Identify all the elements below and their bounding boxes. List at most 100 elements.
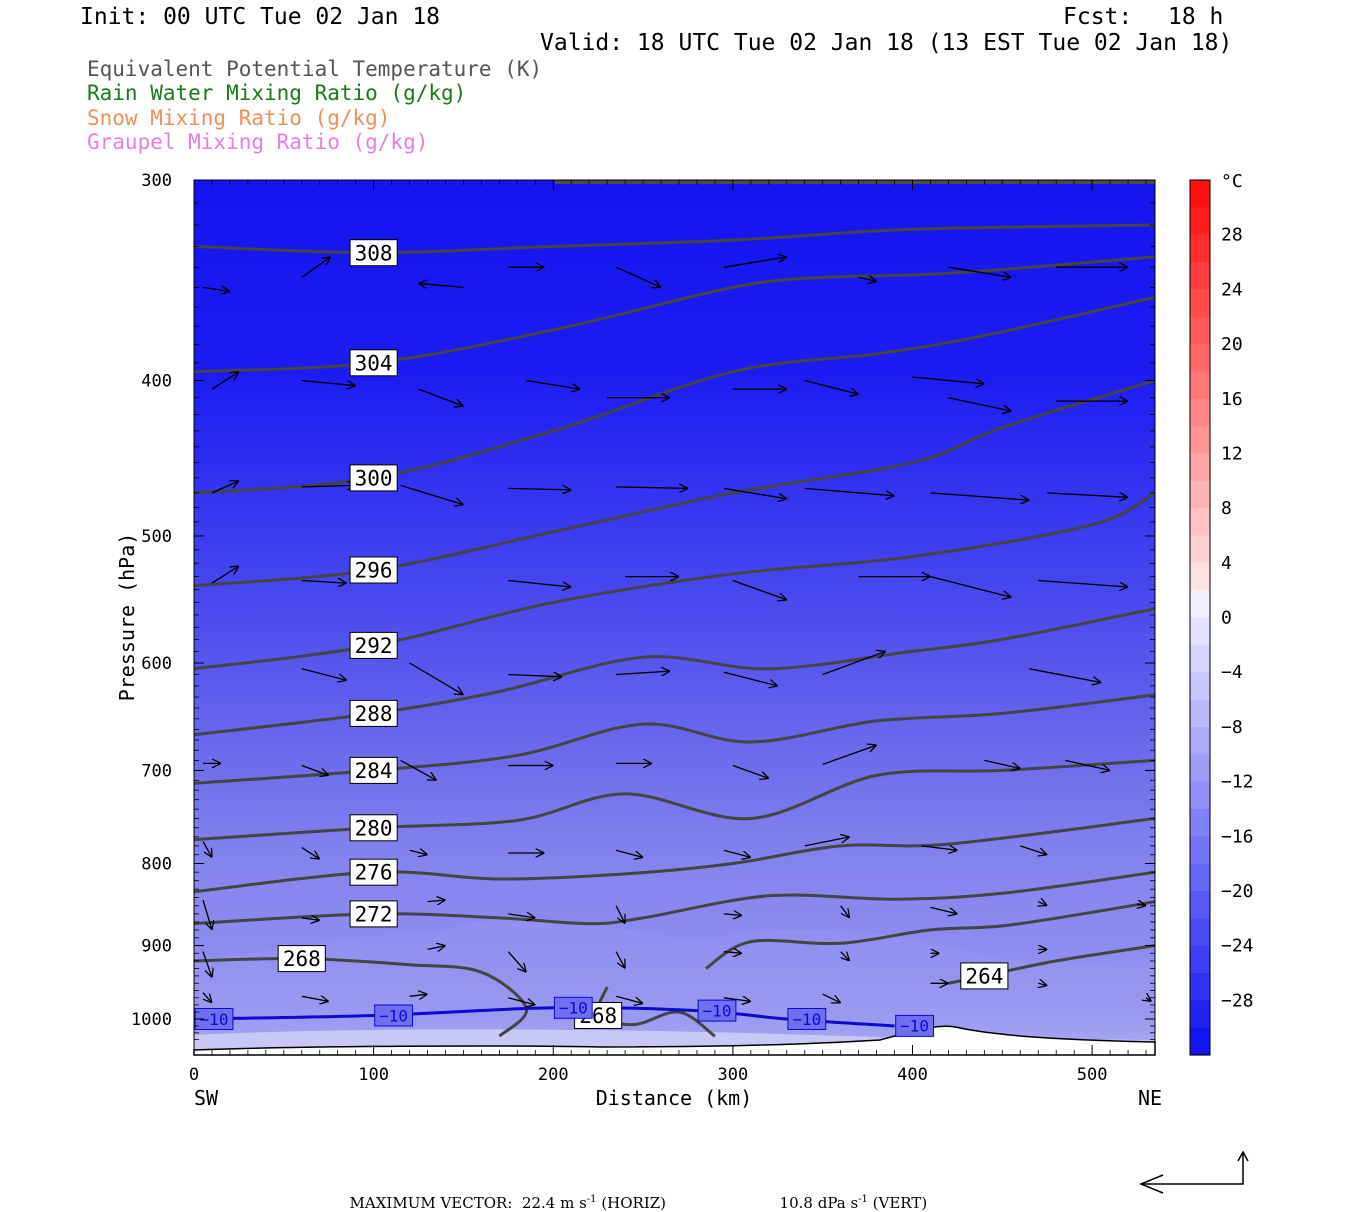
colorbar-segment [1190,644,1210,673]
wind-vector-73 [427,946,446,950]
wind-vector-21 [400,484,464,504]
wind-vector-19 [211,481,239,494]
colorbar-segment [1190,863,1210,892]
colorbar-segment [1190,234,1210,263]
wind-vector-4 [615,266,661,287]
wind-vector-0 [202,287,230,291]
colorbar-label: 24 [1221,279,1243,300]
x-tick-label-200: 200 [538,1065,569,1085]
wind-vector-77 [841,951,850,961]
wind-vector-34 [930,575,1012,598]
wind-vector-52 [202,841,212,857]
wind-vector-29 [301,581,347,584]
wind-vector-2 [419,283,464,287]
contour-label-text: 308 [355,241,393,265]
contour-label-text: −10 [900,1017,929,1036]
footer-max-vector: MAXIMUM VECTOR: 22.4 m s-1 (HORIZ) [340,1176,667,1212]
colorbar-segment [1190,1000,1210,1029]
contour-label-288: 288 [349,699,398,727]
wind-vector-64 [508,914,535,918]
colorbar-segment [1190,453,1210,482]
contour-label-box [349,858,398,886]
contour-label-292: 292 [349,631,398,659]
colorbar-label: 16 [1221,389,1243,410]
wind-vector-17 [948,397,1011,411]
wind-vector-65 [615,905,625,924]
contour-label-268: 268 [277,945,326,973]
colorbar-segment [1190,180,1210,208]
contour-label-text: 280 [355,816,393,840]
colorbar-segment [1190,890,1210,919]
colorbar-segment [1190,262,1210,290]
x-tick-label-500: 500 [1077,1065,1108,1085]
contour-label-296: 296 [349,556,398,584]
contour-label-308: 308 [349,239,398,267]
contour-label-box [697,999,737,1022]
footer-vertical: 10.8 dPa s-1 (VERT) [770,1176,928,1212]
x-tick-label-100: 100 [358,1065,389,1085]
colorbar-segment [1190,672,1210,701]
wind-vector-41 [822,651,886,676]
wind-vector-86 [822,993,841,1003]
contour-label-text: 276 [355,861,393,885]
colorbar-label: −16 [1221,826,1254,847]
colorbar-segment [1190,535,1210,564]
colorbar-label: −20 [1221,881,1254,902]
wind-vector-39 [616,671,670,674]
temp-label-minus10-3: −10 [697,999,737,1022]
contour-label-box [349,464,398,492]
wind-vector-62 [301,918,320,921]
colorbar-label: 12 [1221,443,1243,464]
wind-vector-58 [804,837,850,847]
vert-suffix: (VERT) [867,1194,928,1212]
wind-vector-49 [822,745,877,766]
vert-vector: 10.8 dPa s [779,1194,859,1212]
wind-vector-70 [1137,904,1146,906]
wind-vector-56 [615,849,643,857]
temp-label-minus10-2: −10 [553,996,593,1019]
contour-label-text: 288 [355,702,393,726]
wind-vector-30 [508,579,571,588]
colorbar-segment [1190,918,1210,947]
contour-label-box [895,1014,935,1037]
colorbar-label: −12 [1221,772,1254,793]
wind-vector-50 [984,759,1020,768]
contour-label-box [349,756,398,784]
colorbar-segment [1190,316,1210,345]
wind-vector-11 [418,388,464,406]
wind-vector-83 [508,997,535,1005]
contour-label-272: 272 [349,900,398,928]
colorbar-label: −28 [1221,990,1254,1011]
colorbar-segment [1190,371,1210,400]
colorbar-label: −4 [1221,662,1243,683]
contour-label-300: 300 [349,464,398,492]
colorbar-segment [1190,426,1210,455]
colorbar-label: 28 [1221,225,1243,246]
contour-label-box [349,814,398,842]
y-tick-label-900: 900 [141,937,172,957]
contour-label-264: 264 [960,962,1009,990]
init-time: Init: 00 UTC Tue 02 Jan 18 [80,4,441,30]
wind-vector-23 [616,487,688,489]
contour-label-text: −10 [559,999,588,1018]
colorbar-label: −8 [1221,717,1243,738]
x-axis-label: Distance (km) [596,1086,753,1110]
x-tick-label-0: 0 [189,1065,199,1085]
sw-direction: SW [194,1086,219,1110]
y-tick-label-300: 300 [141,171,172,191]
wind-vector-40 [723,671,778,686]
y-tick-label-400: 400 [141,371,172,391]
contour-labels: 308304300296292288284280276272268268264−… [194,239,1009,1037]
wind-vector-57 [723,849,751,857]
x-tick-label-400: 400 [897,1065,928,1085]
colorbar-label: −24 [1221,936,1254,957]
reference-vector-icon [1139,1150,1249,1194]
colorbar-label: 20 [1221,334,1243,355]
wind-vector-51 [1065,759,1110,770]
contour-label-text: 264 [965,964,1003,988]
wind-vector-84 [615,995,643,1003]
wind-vector-32 [732,579,787,600]
top-dark-band [555,180,1155,184]
wind-vector-42 [1029,668,1101,683]
wind-vector-27 [1047,492,1128,497]
